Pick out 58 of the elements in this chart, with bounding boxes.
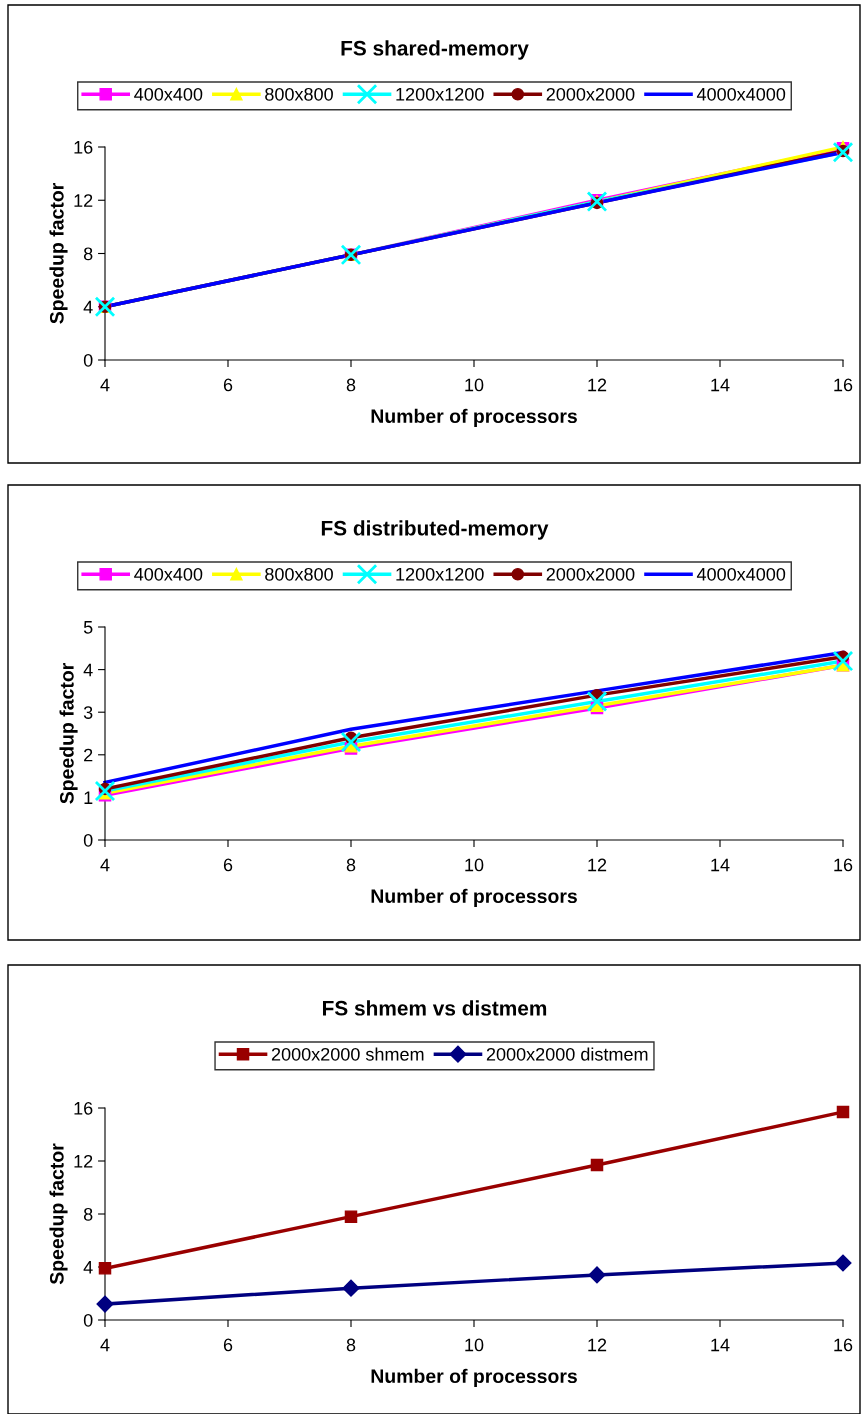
x-tick-label: 8 [346,378,356,392]
legend-label: 400x400 [134,567,203,581]
x-tick-label: 16 [834,1338,853,1352]
x-tick-label: 14 [711,858,730,872]
x-tick-label: 4 [100,1338,110,1352]
legend-label: 800x800 [265,87,333,101]
legend-label: 800x800 [265,567,333,581]
legend-label: 400x400 [134,87,203,101]
y-tick-label: 5 [83,621,93,634]
x-tick-label: 6 [223,378,233,392]
x-tick-label: 12 [588,858,607,872]
x-tick-label: 10 [465,378,484,392]
y-tick-label: 8 [83,1207,93,1221]
y-tick-label: 1 [84,791,93,804]
y-tick-label: 0 [83,353,93,367]
y-tick-label: 8 [83,247,93,261]
x-tick-label: 12 [588,1338,607,1352]
legend-label: 2000x2000 distmem [486,1047,648,1061]
legend-label: 1200x1200 [396,87,484,101]
x-tick-label: 14 [711,1338,730,1352]
x-tick-label: 10 [465,858,484,872]
x-tick-label: 12 [588,378,607,392]
y-axis-title: Speedup factor [59,663,78,804]
legend-label: 2000x2000 [546,87,635,101]
x-tick-label: 6 [223,1338,233,1352]
x-tick-label: 8 [346,1338,356,1352]
chart-title: FS shmem vs distmem [323,1000,547,1016]
y-tick-label: 4 [83,300,93,314]
x-tick-label: 10 [465,1338,484,1352]
y-tick-label: 12 [74,1154,93,1168]
y-tick-label: 4 [83,663,93,677]
chart-title: FS distributed-memory [321,520,549,540]
x-tick-label: 6 [223,858,233,872]
x-tick-label: 4 [100,858,110,872]
x-tick-label: 8 [346,858,356,872]
x-tick-label: 16 [834,378,853,392]
x-axis-title: Number of processors [371,1368,577,1387]
y-axis-title: Speedup factor [49,1143,68,1285]
legend-label: 1200x1200 [396,567,484,581]
y-tick-label: 0 [83,1313,93,1327]
legend-label: 2000x2000 [546,567,635,581]
legend-label: 4000x4000 [696,87,786,101]
y-tick-label: 16 [74,140,93,154]
x-axis-title: Number of processors [371,888,577,907]
y-tick-label: 16 [74,1101,93,1115]
y-tick-label: 4 [83,1261,93,1274]
x-axis-title: Number of processors [371,408,577,427]
y-tick-label: 12 [74,194,93,207]
chart-title: FS shared-memory [341,40,529,60]
y-tick-label: 0 [83,833,93,847]
legend-label: 4000x4000 [696,567,786,581]
y-axis-title: Speedup factor [49,183,68,324]
y-tick-label: 2 [84,748,93,762]
x-tick-label: 16 [834,858,853,872]
x-tick-label: 14 [711,378,730,392]
legend-label: 2000x2000 shmem [271,1047,424,1061]
x-tick-label: 4 [100,378,110,392]
y-tick-label: 3 [83,706,93,719]
